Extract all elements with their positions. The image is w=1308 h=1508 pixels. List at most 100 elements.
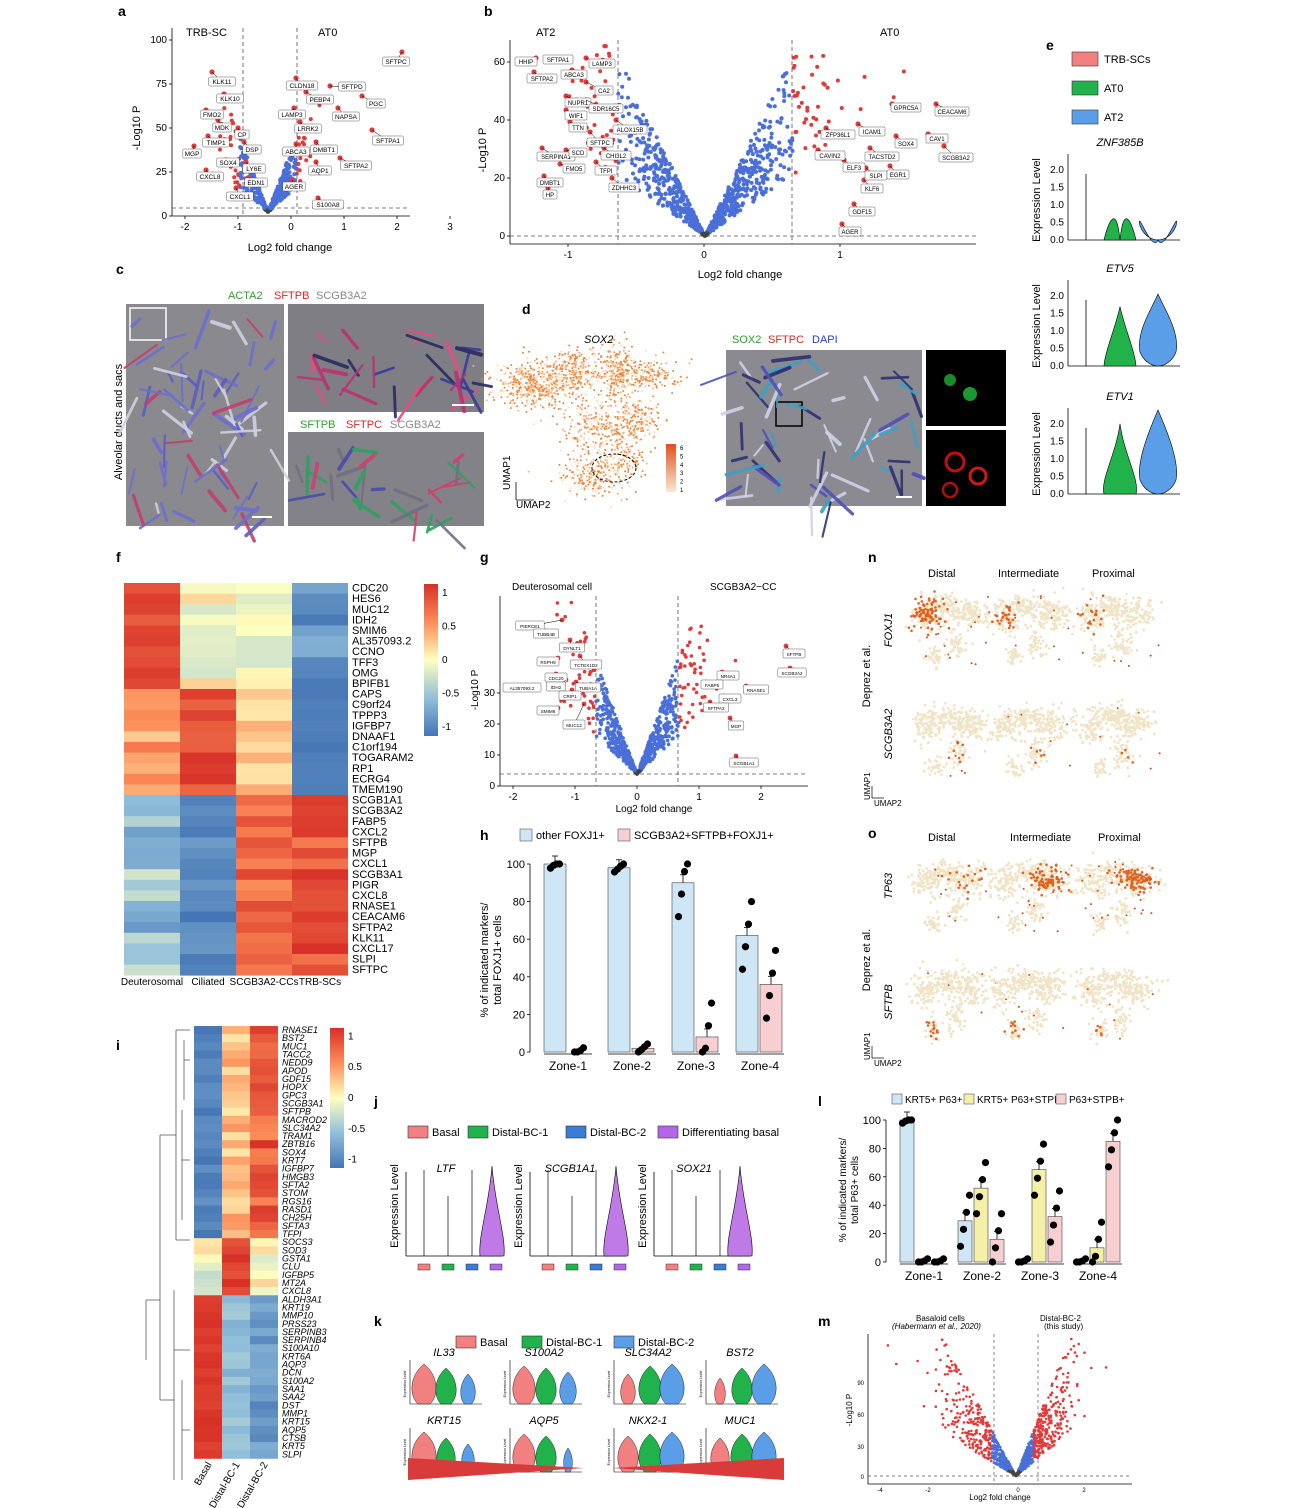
heatmap-cell — [194, 1287, 222, 1296]
volcano-point — [710, 220, 715, 225]
volcano-point — [591, 716, 595, 720]
umap-point — [954, 635, 958, 639]
umap-point — [542, 390, 544, 393]
volcano-point — [624, 105, 628, 110]
heatmap-cell — [292, 583, 348, 594]
umap-point — [593, 419, 596, 422]
volcano-point — [769, 135, 774, 140]
umap-point — [570, 386, 573, 389]
volcano-point — [686, 201, 691, 206]
umap-point — [958, 638, 961, 642]
volcano-point — [749, 148, 754, 153]
umap-point — [525, 411, 528, 413]
volcano-point — [760, 179, 765, 184]
heatmap-cell — [222, 1385, 250, 1394]
heatmap-cell — [180, 593, 236, 605]
heatmap-cell — [222, 1197, 250, 1206]
umap-point — [567, 355, 570, 358]
heatmap-cell — [292, 932, 348, 944]
heatmap-cell — [250, 1189, 278, 1198]
volcano-point — [792, 63, 797, 68]
umap-point — [559, 440, 561, 443]
umap-point — [600, 367, 603, 370]
volcano-point — [632, 768, 637, 773]
umap-point — [603, 381, 606, 384]
volcano-point — [764, 186, 769, 191]
volcano-point — [734, 171, 739, 176]
umap-point — [653, 364, 655, 367]
heatmap-cell — [222, 1099, 250, 1108]
umap-point — [621, 385, 624, 387]
volcano-point — [674, 728, 679, 732]
umap-point — [558, 372, 561, 375]
x-tick-label: 0 — [701, 250, 707, 261]
umap-point — [596, 429, 599, 432]
umap-point — [500, 369, 503, 372]
umap-point — [632, 429, 635, 432]
umap-point — [585, 422, 588, 425]
umap-point — [596, 374, 599, 377]
umap-point — [542, 375, 545, 378]
volcano-point — [661, 203, 665, 208]
panel-g-label: g — [480, 549, 489, 565]
umap-point — [586, 426, 588, 429]
volcano-point — [774, 176, 779, 181]
umap-point — [590, 473, 592, 475]
umap-point — [527, 385, 530, 388]
umap-point — [512, 383, 515, 386]
data-dot — [619, 860, 628, 868]
volcano-point — [688, 662, 693, 666]
umap-point — [529, 384, 532, 387]
umap-point — [640, 390, 643, 393]
umap-point — [595, 365, 598, 367]
panel-e-label: e — [1046, 37, 1054, 53]
violin-ylabel: Expression Level — [1031, 284, 1043, 368]
volcano-point — [602, 696, 606, 701]
scale-tick: -1 — [442, 722, 451, 733]
violin-gene-title: AQP5 — [528, 1415, 559, 1427]
violin-shape — [751, 1363, 777, 1405]
volcano-point — [240, 153, 245, 158]
heatmap-col-label: Ciliated — [191, 977, 224, 988]
volcano-point — [666, 187, 671, 192]
umap-point — [676, 381, 679, 384]
umap-point — [613, 333, 616, 336]
heatmap-cell — [194, 1172, 222, 1182]
umap-point — [575, 393, 578, 396]
heatmap-cell — [124, 614, 180, 626]
volcano-point — [604, 704, 609, 708]
y-tick-label: 40 — [513, 972, 525, 984]
volcano-point — [656, 201, 661, 206]
heatmap-cell — [250, 1425, 278, 1435]
volcano-point — [652, 170, 656, 175]
heatmap-cell — [292, 636, 348, 647]
heatmap-cell — [222, 1181, 250, 1190]
volcano-point — [670, 165, 675, 170]
volcano-point — [749, 138, 753, 143]
umap-point — [507, 382, 510, 385]
umap-point — [593, 332, 596, 335]
umap-point — [939, 609, 942, 613]
heatmap-cell — [124, 583, 180, 594]
heatmap-cell — [250, 1156, 278, 1166]
violin-gene-title: BST2 — [726, 1347, 754, 1359]
volcano-point — [578, 639, 583, 644]
umap-point — [588, 378, 591, 381]
umap-point — [548, 402, 551, 405]
volcano-point — [644, 118, 649, 123]
heatmap-cell — [250, 1115, 278, 1125]
umap-point — [598, 445, 601, 448]
volcano-point — [744, 187, 749, 192]
umap-point — [599, 457, 602, 460]
umap-point — [567, 351, 570, 353]
umap-point — [555, 392, 558, 395]
umap-point — [607, 361, 610, 364]
volcano-point — [817, 129, 822, 134]
umap-point — [539, 362, 542, 365]
volcano-point — [636, 178, 641, 183]
umap-point — [613, 351, 616, 354]
heatmap-cell — [250, 1393, 278, 1402]
umap-point — [650, 412, 653, 415]
umap-point — [640, 382, 643, 385]
umap-point — [502, 390, 505, 393]
